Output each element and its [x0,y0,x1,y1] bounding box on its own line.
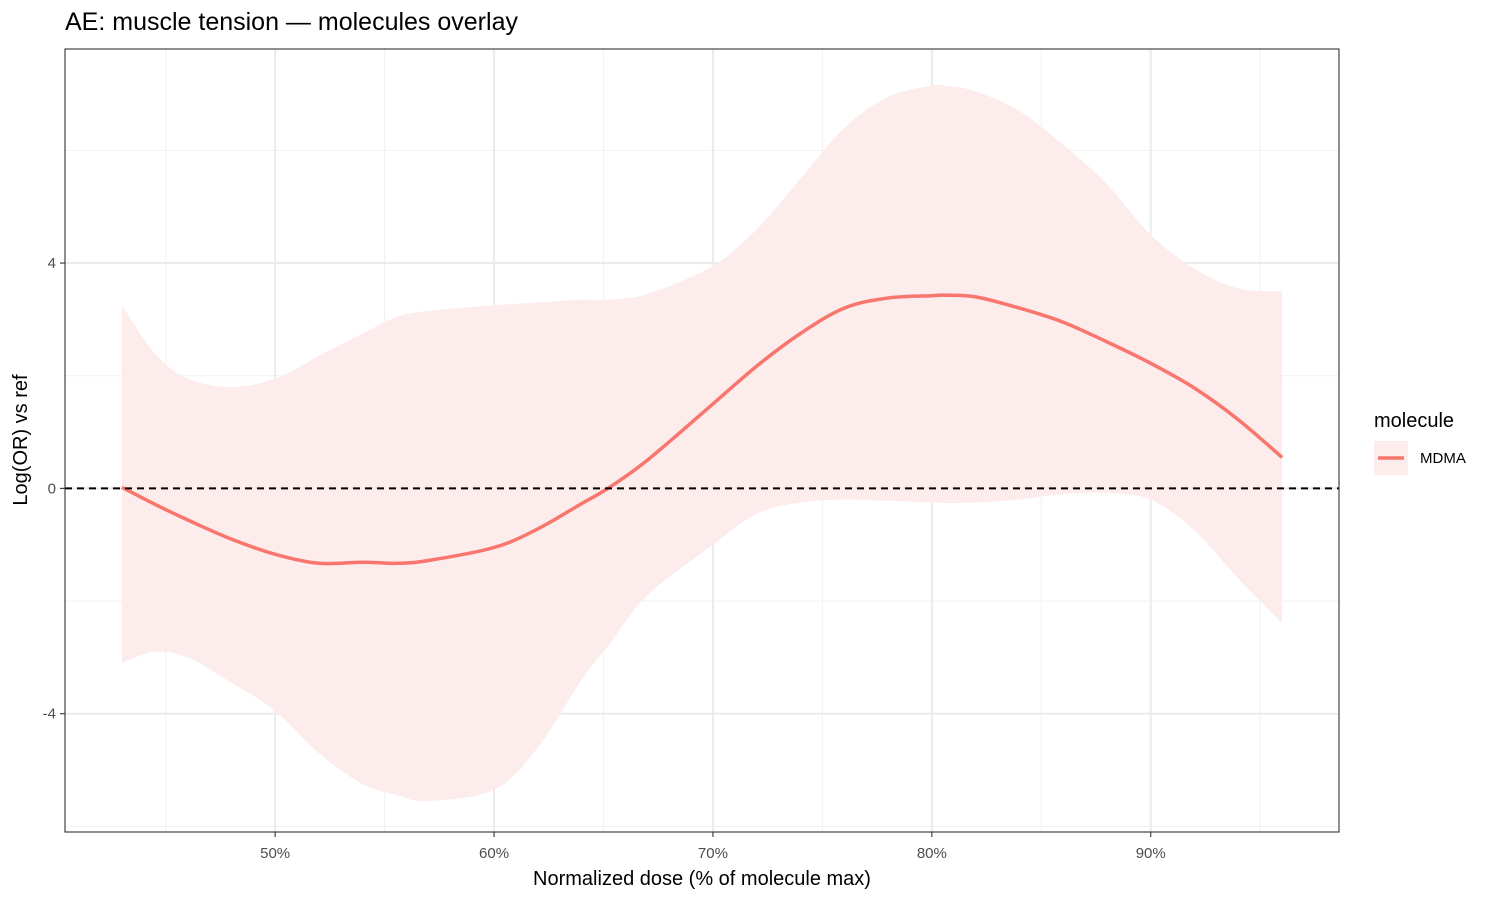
x-tick-label: 60% [479,845,509,862]
x-tick-label: 50% [260,845,290,862]
y-tick-label: -4 [43,706,56,723]
plot-area [64,48,1340,833]
legend-label: MDMA [1420,450,1466,467]
chart-title: AE: muscle tension — molecules overlay [65,8,518,36]
plot-border [64,48,1340,833]
y-axis-ticks: -4 0 4 [43,255,65,723]
x-tick-label: 80% [917,845,947,862]
x-axis-title: Normalized dose (% of molecule max) [533,868,871,890]
x-tick-label: 70% [698,845,728,862]
y-tick-label: 0 [48,480,56,497]
y-axis-title: Log(OR) vs ref [10,374,32,506]
legend-title: molecule [1374,410,1454,432]
legend-items: MDMA [1374,441,1466,475]
series-line [121,293,1284,566]
series-layer [121,84,1284,802]
confidence-band [121,84,1283,802]
x-tick-label: 90% [1136,845,1166,862]
y-tick-label: 4 [48,255,56,272]
legend: molecule MDMA [1374,410,1466,475]
x-axis-ticks: 50% 60% 70% 80% 90% [260,832,1166,862]
